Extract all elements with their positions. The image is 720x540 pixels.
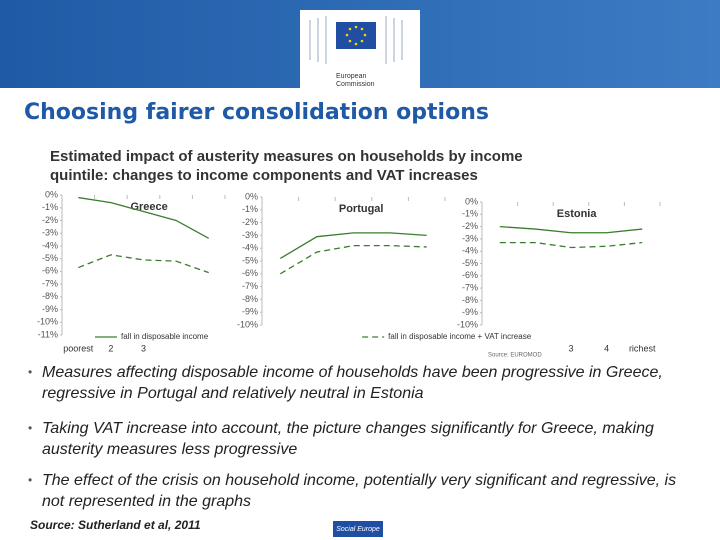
series-line [279, 232, 427, 259]
y-tick-label: -6% [242, 268, 258, 278]
y-tick-label: -9% [462, 307, 478, 317]
x-tick-label: 3 [141, 343, 146, 353]
y-tick-label: -11% [38, 329, 58, 339]
source: Source: Sutherland et al, 2011 [30, 518, 201, 532]
y-tick-label: -2% [462, 221, 478, 231]
logo-text: Commission [336, 81, 375, 88]
y-tick-label: -9% [242, 307, 258, 317]
y-tick-label: 0% [45, 189, 58, 199]
y-tick-label: -2% [42, 215, 58, 225]
y-tick-label: -7% [462, 282, 478, 292]
series-line [279, 244, 427, 275]
x-tick-label: richest [629, 343, 656, 353]
logo-building [309, 16, 403, 64]
y-tick-label: -4% [242, 243, 258, 253]
legend-label: fall in disposable income [121, 332, 209, 341]
y-tick-label: -5% [42, 253, 58, 263]
logo-text: European [336, 73, 366, 80]
y-tick-label: -8% [42, 291, 58, 301]
y-tick-label: -3% [242, 230, 258, 240]
x-tick-label: 4 [604, 343, 609, 353]
legend-label: fall in disposable income + VAT increase [388, 332, 532, 341]
chart-title: Portugal [339, 203, 384, 215]
y-tick-label: -1% [462, 209, 478, 219]
y-tick-label: -6% [462, 270, 478, 280]
series-line [78, 196, 210, 239]
chart-heading: Estimated impact of austerity measures o… [50, 148, 523, 165]
series-line [78, 254, 209, 274]
x-tick-label: 2 [108, 343, 113, 353]
y-tick-label: -10% [37, 317, 58, 327]
y-tick-label: -7% [242, 281, 258, 291]
y-tick-label: -9% [42, 304, 58, 314]
y-tick-label: -5% [242, 255, 258, 265]
y-tick-label: -10% [457, 319, 478, 329]
y-tick-label: -4% [42, 240, 58, 250]
y-tick-label: 0% [465, 196, 478, 206]
footer-logo-box [333, 521, 383, 537]
flag-stars [345, 25, 367, 46]
y-tick-label: 0% [245, 191, 258, 201]
chart-title: Estonia [557, 208, 598, 220]
series-line [499, 241, 643, 249]
y-tick-label: -8% [242, 294, 258, 304]
footer-logo: Social Europe [336, 526, 380, 533]
y-tick-label: -8% [462, 295, 478, 305]
y-tick-label: -1% [242, 204, 258, 214]
y-tick-label: -7% [42, 278, 58, 288]
chart-title: Greece [130, 201, 167, 213]
bullet: Measures affecting disposable income of … [28, 362, 702, 404]
y-tick-label: -4% [462, 246, 478, 256]
y-tick-label: -2% [242, 217, 258, 227]
y-tick-label: -3% [462, 233, 478, 243]
y-tick-label: -1% [42, 202, 58, 212]
bullet: The effect of the crisis on household in… [28, 470, 702, 512]
y-tick-label: -5% [462, 258, 478, 268]
chart-source: Source: EUROMOD [488, 353, 542, 359]
y-tick-label: -6% [42, 266, 58, 276]
y-tick-label: -3% [42, 228, 58, 238]
slide-title: Choosing fairer consolidation options [24, 100, 489, 125]
series-line [499, 225, 643, 234]
y-tick-label: -10% [237, 319, 258, 329]
x-tick-label: poorest [63, 343, 94, 353]
bullet: Taking VAT increase into account, the pi… [28, 418, 702, 460]
x-tick-label: 3 [568, 343, 573, 353]
chart-heading: quintile: changes to income components a… [50, 167, 478, 184]
